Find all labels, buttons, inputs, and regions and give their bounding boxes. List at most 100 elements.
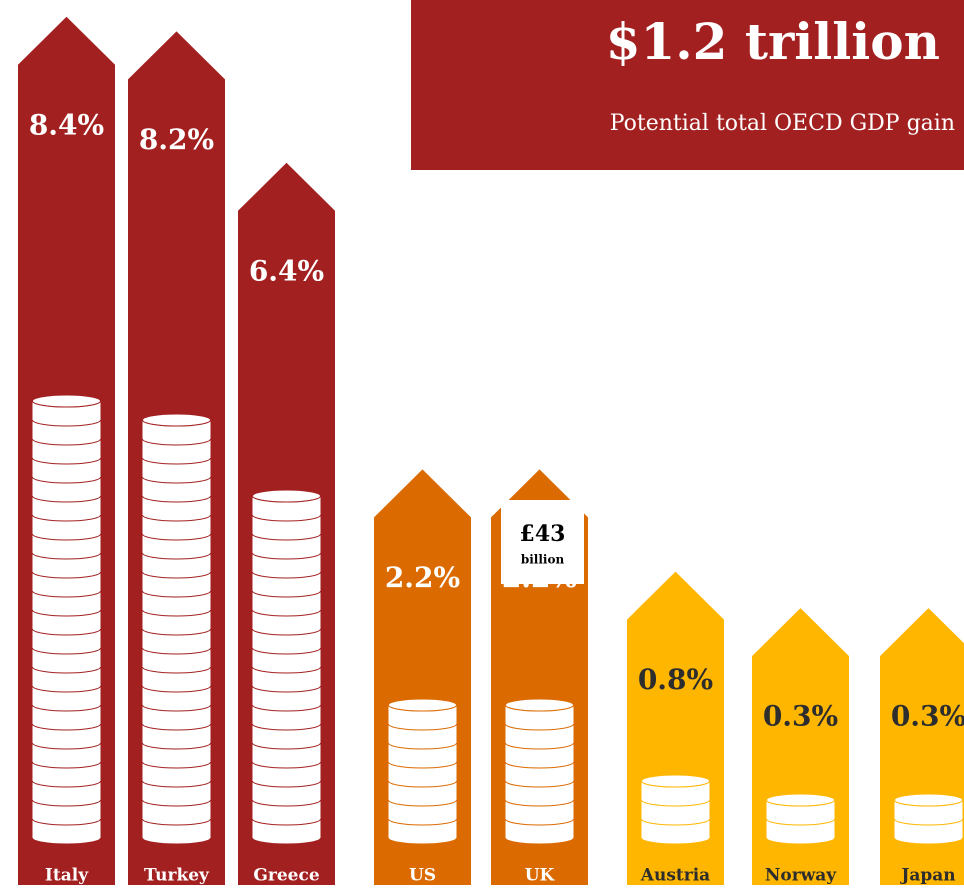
coin-edge bbox=[252, 628, 321, 636]
coin-edge bbox=[32, 742, 101, 750]
coin-edge bbox=[252, 590, 321, 598]
coin-bottom bbox=[388, 832, 457, 844]
coin-bottom bbox=[505, 832, 574, 844]
coin-edge bbox=[766, 837, 835, 845]
coin-top bbox=[32, 394, 101, 408]
annotation: £43 bbox=[520, 521, 566, 547]
coin-edge bbox=[505, 780, 574, 788]
coin-edge bbox=[252, 609, 321, 617]
annotation-detail: billion bbox=[521, 553, 565, 567]
coin-edge bbox=[505, 799, 574, 807]
coin-edge bbox=[252, 723, 321, 731]
coin-edge bbox=[388, 780, 457, 788]
coin-edge bbox=[32, 799, 101, 807]
coin-edge bbox=[252, 647, 321, 655]
category-label: Austria bbox=[640, 866, 710, 886]
coin-edge bbox=[505, 761, 574, 769]
coin-edge bbox=[252, 704, 321, 712]
coin-edge bbox=[641, 837, 710, 845]
coin-edge bbox=[252, 552, 321, 560]
coin-bottom bbox=[894, 832, 963, 844]
coin-edge bbox=[641, 818, 710, 826]
coin-edge bbox=[142, 590, 211, 598]
coin-edge bbox=[32, 704, 101, 712]
coin-edge bbox=[142, 704, 211, 712]
coin-edge bbox=[32, 438, 101, 446]
category-label: Greece bbox=[253, 866, 319, 886]
coin-edge bbox=[252, 571, 321, 579]
category-label: Italy bbox=[45, 866, 89, 886]
coin-edge bbox=[142, 495, 211, 503]
value-label: 0.3% bbox=[763, 700, 838, 733]
coin-edge bbox=[142, 647, 211, 655]
title-box bbox=[411, 0, 964, 170]
coin-edge bbox=[142, 514, 211, 522]
coin-stack bbox=[142, 413, 211, 845]
coin-body bbox=[32, 401, 101, 838]
coin-stack bbox=[388, 698, 457, 845]
coin-bottom bbox=[32, 832, 101, 844]
coin-top bbox=[894, 793, 963, 807]
coin-edge bbox=[32, 457, 101, 465]
coin-edge bbox=[505, 818, 574, 826]
chart-subtitle: Potential total OECD GDP gain bbox=[610, 111, 955, 136]
coin-edge bbox=[142, 457, 211, 465]
coin-stack bbox=[505, 698, 574, 845]
coin-top bbox=[388, 698, 457, 712]
coin-stack bbox=[894, 793, 963, 845]
coin-edge bbox=[252, 742, 321, 750]
coin-stack bbox=[252, 489, 321, 845]
coin-edge bbox=[32, 780, 101, 788]
value-label: 0.8% bbox=[638, 663, 713, 696]
category-label: US bbox=[409, 866, 436, 886]
coin-body bbox=[252, 496, 321, 838]
coin-edge bbox=[32, 647, 101, 655]
coin-edge bbox=[252, 685, 321, 693]
coin-stack bbox=[766, 793, 835, 845]
coin-top bbox=[641, 774, 710, 788]
coin-top bbox=[252, 489, 321, 503]
coin-edge bbox=[388, 818, 457, 826]
coin-edge bbox=[32, 571, 101, 579]
coin-edge bbox=[252, 818, 321, 826]
coin-edge bbox=[252, 514, 321, 522]
coin-edge bbox=[142, 628, 211, 636]
coin-edge bbox=[388, 723, 457, 731]
coin-edge bbox=[388, 799, 457, 807]
value-label: 2.2% bbox=[385, 561, 460, 594]
coin-body bbox=[388, 705, 457, 838]
coin-edge bbox=[32, 685, 101, 693]
coin-edge bbox=[32, 419, 101, 427]
coin-edge bbox=[894, 818, 963, 826]
coin-edge bbox=[142, 723, 211, 731]
coin-edge bbox=[32, 590, 101, 598]
coin-edge bbox=[142, 742, 211, 750]
coin-edge bbox=[505, 837, 574, 845]
value-label: 6.4% bbox=[249, 254, 324, 287]
coin-edge bbox=[142, 799, 211, 807]
coin-edge bbox=[32, 495, 101, 503]
coin-edge bbox=[252, 666, 321, 674]
coin-edge bbox=[32, 818, 101, 826]
coin-edge bbox=[142, 837, 211, 845]
coin-edge bbox=[32, 723, 101, 731]
coin-bottom bbox=[766, 832, 835, 844]
coin-edge bbox=[388, 742, 457, 750]
coin-bottom bbox=[252, 832, 321, 844]
coin-bottom bbox=[641, 832, 710, 844]
coin-edge bbox=[142, 571, 211, 579]
category-label: Norway bbox=[765, 866, 837, 886]
coin-edge bbox=[252, 761, 321, 769]
coin-edge bbox=[142, 533, 211, 541]
coin-body bbox=[641, 781, 710, 838]
coin-bottom bbox=[142, 832, 211, 844]
coin-edge bbox=[142, 780, 211, 788]
coin-edge bbox=[252, 780, 321, 788]
coin-edge bbox=[388, 761, 457, 769]
coin-edge bbox=[32, 476, 101, 484]
coin-stack bbox=[32, 394, 101, 845]
coin-edge bbox=[142, 685, 211, 693]
coin-edge bbox=[142, 552, 211, 560]
coin-edge bbox=[252, 837, 321, 845]
